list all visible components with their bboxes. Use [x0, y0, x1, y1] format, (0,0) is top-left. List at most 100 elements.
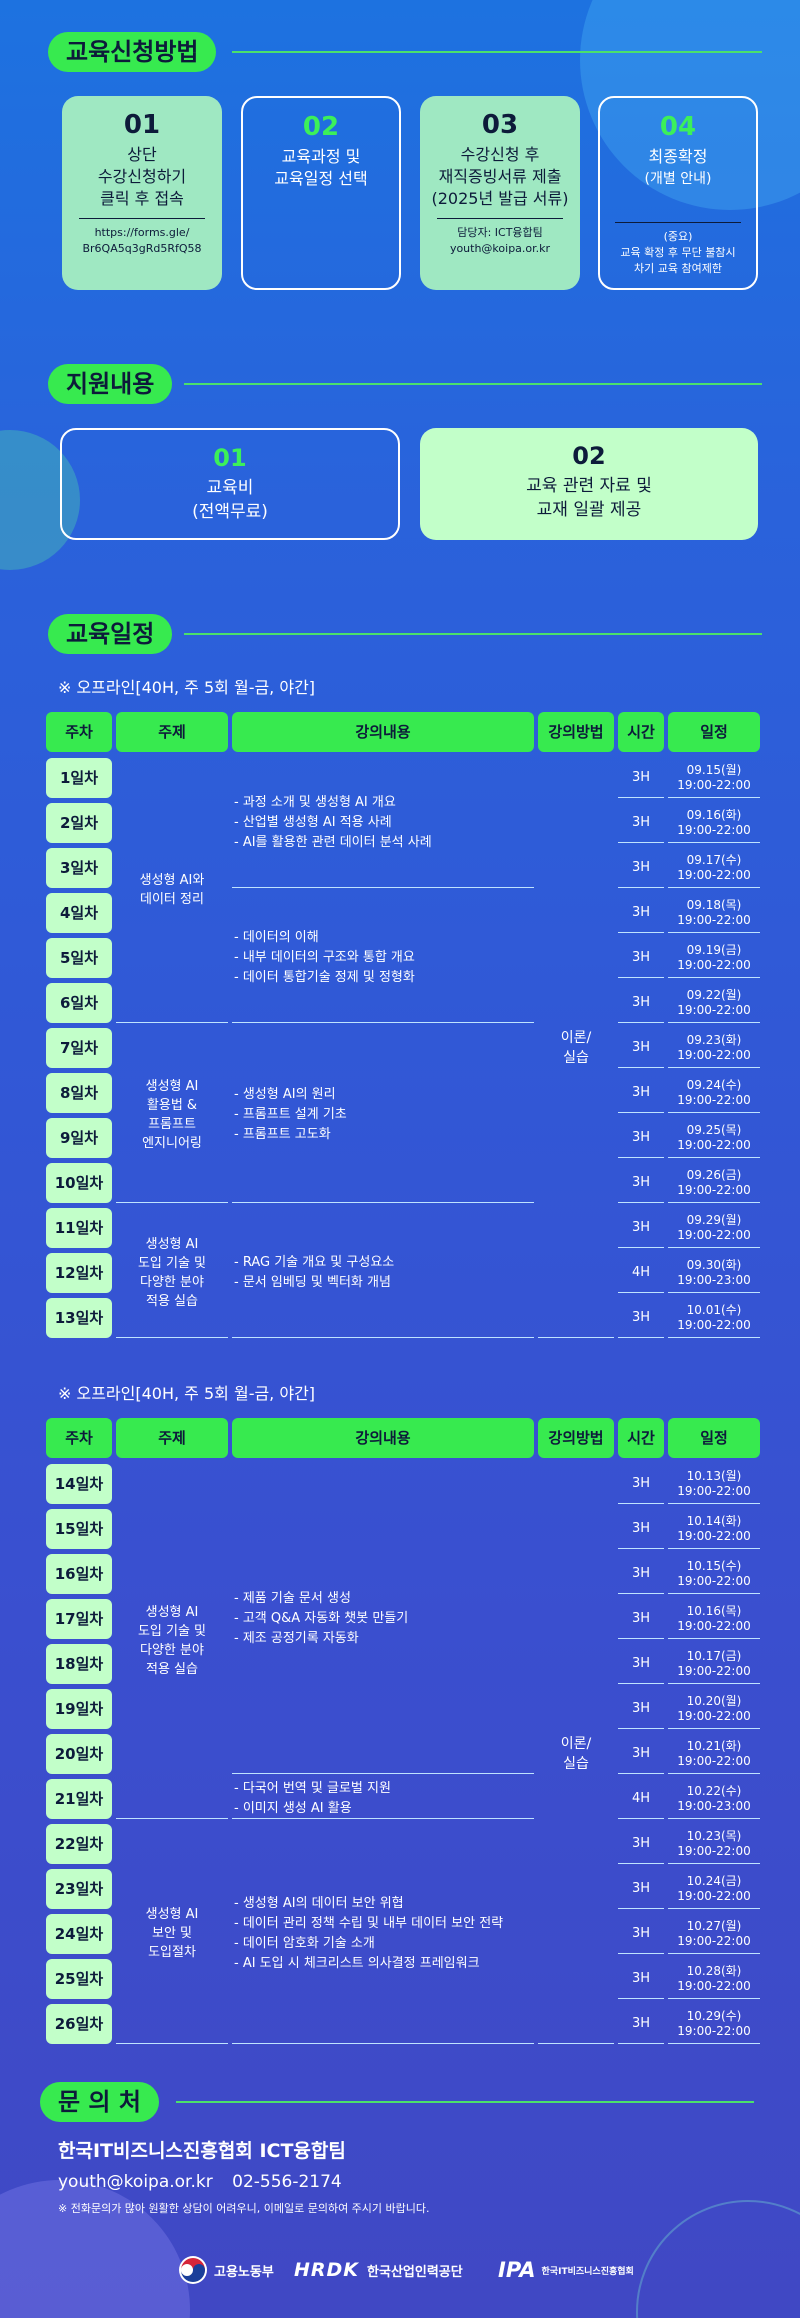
date-cell: 10.16(목) 19:00-22:00	[668, 1599, 760, 1639]
date-line: 19:00-22:00	[677, 2024, 751, 2038]
content-line: - 생성형 AI의 데이터 보안 위협	[234, 1895, 404, 1911]
hours-cell: 3H	[618, 1689, 664, 1729]
table-header-hours: 시간	[618, 712, 664, 752]
table-header-topic: 주제	[116, 1418, 228, 1458]
step-note: https://forms.gle/ Br6QA5q3gRd5RfQ58	[62, 225, 222, 257]
schedule-caption: ※ 오프라인[40H, 주 5회 월-금, 야간]	[58, 678, 316, 697]
topic-cell: 생성형 AI 보안 및 도입절차	[116, 1824, 228, 2044]
topic-line: 데이터 정리	[140, 892, 204, 907]
hours-cell: 3H	[618, 1163, 664, 1203]
hours-cell: 3H	[618, 983, 664, 1023]
footer-logos: 고용노동부 HRDK 한국산업인력공단 IPA 한국IT비즈니스진흥협회	[0, 2252, 800, 2288]
date-line: 19:00-22:00	[677, 1318, 751, 1332]
day-label: 20일차	[46, 1734, 112, 1774]
method-line: 이론/	[560, 1735, 592, 1752]
step-note: 담당자: ICT융합팀 youth@koipa.or.kr	[420, 225, 580, 257]
day-label: 23일차	[46, 1869, 112, 1909]
support-label-line: (전액무료)	[192, 502, 268, 522]
hours-cell: 3H	[618, 893, 664, 933]
date-line: 10.20(월)	[686, 1694, 742, 1708]
content-line: - 데이터 관리 정책 수립 및 내부 데이터 보안 전략	[234, 1915, 504, 1931]
topic-line: 다양한 분야	[140, 1274, 204, 1290]
day-label: 1일차	[46, 758, 112, 798]
table-header-topic: 주제	[116, 712, 228, 752]
topic-line: 생성형 AI	[145, 1907, 199, 1922]
hours-cell: 3H	[618, 1824, 664, 1864]
step-label: 교육과정 및 교육일정 선택	[243, 146, 399, 190]
step-label-line: 교육일정 선택	[274, 169, 368, 188]
form-link[interactable]: Br6QA5q3gRd5RfQ58	[82, 242, 202, 255]
content-line: - 프롬프트 고도화	[234, 1127, 331, 1142]
topic-line: 생성형 AI와	[139, 873, 205, 888]
day-label: 2일차	[46, 803, 112, 843]
method-cell: 이론/실습	[538, 758, 614, 1338]
date-cell: 10.20(월) 19:00-22:00	[668, 1689, 760, 1729]
topic-line: 적용 실습	[146, 1293, 198, 1309]
contact-organization: 한국IT비즈니스진흥협회 ICT융합팀	[58, 2140, 346, 2162]
date-cell: 10.24(금) 19:00-22:00	[668, 1869, 760, 1909]
method-cell: 이론/실습	[538, 1464, 614, 2044]
section-title-apply: 교육신청방법	[48, 32, 217, 72]
step-note: (중요) 교육 확정 후 무단 불참시 차기 교육 참여제한	[600, 229, 756, 277]
step-label-line: 재직증빙서류 제출	[438, 167, 562, 186]
day-label: 4일차	[46, 893, 112, 933]
step-label-line: 교육과정 및	[281, 147, 361, 166]
date-line: 19:00-22:00	[677, 1709, 751, 1723]
support-label: 교육비 (전액무료)	[62, 476, 398, 524]
step-label: 상단 수강신청하기 클릭 후 접속	[62, 144, 222, 210]
contact-email-link[interactable]: youth@koipa.or.kr	[449, 242, 551, 255]
day-label: 13일차	[46, 1298, 112, 1338]
day-label: 17일차	[46, 1599, 112, 1639]
method-line: 이론/	[560, 1029, 592, 1046]
hours-cell: 3H	[618, 758, 664, 798]
content-line: - AI 도입 시 체크리스트 의사결정 프레임워크	[234, 1955, 480, 1971]
date-cell: 09.16(화) 19:00-22:00	[668, 803, 760, 843]
date-cell: 10.13(월) 19:00-22:00	[668, 1464, 760, 1504]
table-header-date: 일정	[668, 1418, 760, 1458]
content-line: - 데이터의 이해	[234, 929, 319, 945]
contact-email[interactable]: youth@koipa.or.kr	[58, 2172, 213, 2192]
contact-phone[interactable]: 02-556-2174	[232, 2172, 342, 2192]
support-label-line: 교육 관련 자료 및	[526, 476, 652, 496]
date-cell: 09.15(월) 19:00-22:00	[668, 758, 760, 798]
date-line: 09.15(월)	[686, 763, 742, 777]
date-line: 19:00-22:00	[677, 1889, 751, 1903]
support-card-2: 02 교육 관련 자료 및 교재 일괄 제공	[420, 428, 758, 540]
schedule-caption: ※ 오프라인[40H, 주 5회 월-금, 야간]	[58, 1384, 316, 1403]
table-header-content: 강의내용	[232, 1418, 534, 1458]
hours-cell: 3H	[618, 1028, 664, 1068]
step-card-3: 03 수강신청 후 재직증빙서류 제출 (2025년 발급 서류) 담당자: I…	[420, 96, 580, 290]
date-cell: 10.15(수) 19:00-22:00	[668, 1554, 760, 1594]
day-label: 8일차	[46, 1073, 112, 1113]
date-line: 10.17(금)	[686, 1649, 742, 1663]
hours-cell: 3H	[618, 803, 664, 843]
method-text: 이론/실습	[561, 1028, 591, 1068]
hours-cell: 3H	[618, 1298, 664, 1338]
date-line: 19:00-22:00	[677, 823, 751, 837]
topic-line: 엔지니어링	[142, 1136, 202, 1151]
date-line: 09.18(목)	[686, 898, 742, 912]
date-line: 09.25(목)	[686, 1123, 742, 1137]
step-number: 01	[123, 110, 161, 140]
form-link[interactable]: https://forms.gle/	[94, 226, 190, 239]
content-line: - 내부 데이터의 구조와 통합 개요	[234, 949, 415, 965]
logo-text: 한국산업인력공단	[367, 2264, 463, 2280]
day-label: 10일차	[46, 1163, 112, 1203]
hours-cell: 3H	[618, 1959, 664, 1999]
date-line: 19:00-22:00	[677, 1138, 751, 1152]
topic-line: 도입 기술 및	[137, 1624, 207, 1639]
hrdk-logo: HRDK 한국산업인력공단	[294, 2252, 463, 2288]
section-title-support: 지원내용	[48, 364, 173, 404]
table-header-hours: 시간	[618, 1418, 664, 1458]
date-line: 19:00-22:00	[677, 1844, 751, 1858]
topic-cell: 생성형 AI 도입 기술 및 다양한 분야 적용 실습	[116, 1208, 228, 1338]
day-label: 7일차	[46, 1028, 112, 1068]
date-line: 10.22(수)	[686, 1784, 742, 1798]
date-line: 19:00-22:00	[677, 1228, 751, 1242]
date-line: 09.24(수)	[686, 1078, 742, 1092]
date-cell: 09.29(월) 19:00-22:00	[668, 1208, 760, 1248]
content-cell: - 제품 기술 문서 생성 - 고객 Q&A 자동화 챗봇 만들기 - 제조 공정기…	[232, 1464, 534, 1774]
content-cell: - 다국어 번역 및 글로벌 지원 - 이미지 생성 AI 활용	[232, 1779, 534, 1819]
section-divider	[232, 51, 762, 53]
